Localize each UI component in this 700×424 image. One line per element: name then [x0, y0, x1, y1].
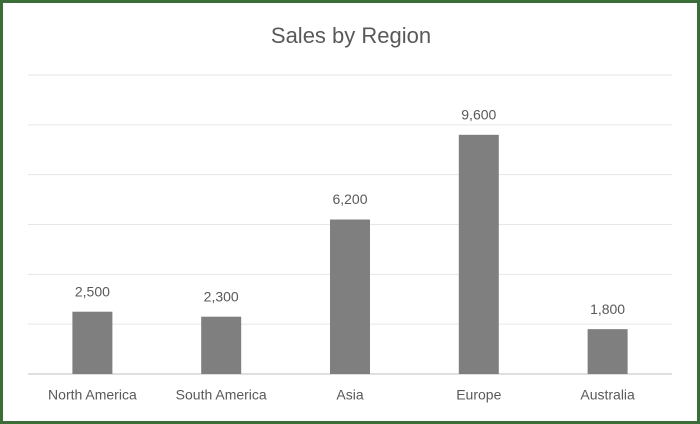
x-tick-label: Australia [580, 387, 635, 403]
value-label: 6,200 [332, 191, 367, 207]
value-label: 2,500 [75, 283, 110, 299]
x-tick-label: South America [176, 387, 267, 403]
bar [201, 316, 242, 374]
chart-title: Sales by Region [271, 23, 431, 48]
value-label: 1,800 [590, 301, 625, 317]
x-tick-label: North America [48, 387, 137, 403]
bar [72, 311, 113, 374]
chart: Sales by Region North America 2,500 South … [28, 23, 672, 403]
value-label: 2,300 [204, 288, 239, 304]
bar [458, 134, 499, 374]
bar [330, 219, 370, 374]
x-tick-label: Asia [336, 387, 363, 403]
bar [587, 329, 628, 374]
value-label: 9,600 [461, 107, 496, 123]
x-tick-label: Europe [456, 387, 501, 403]
